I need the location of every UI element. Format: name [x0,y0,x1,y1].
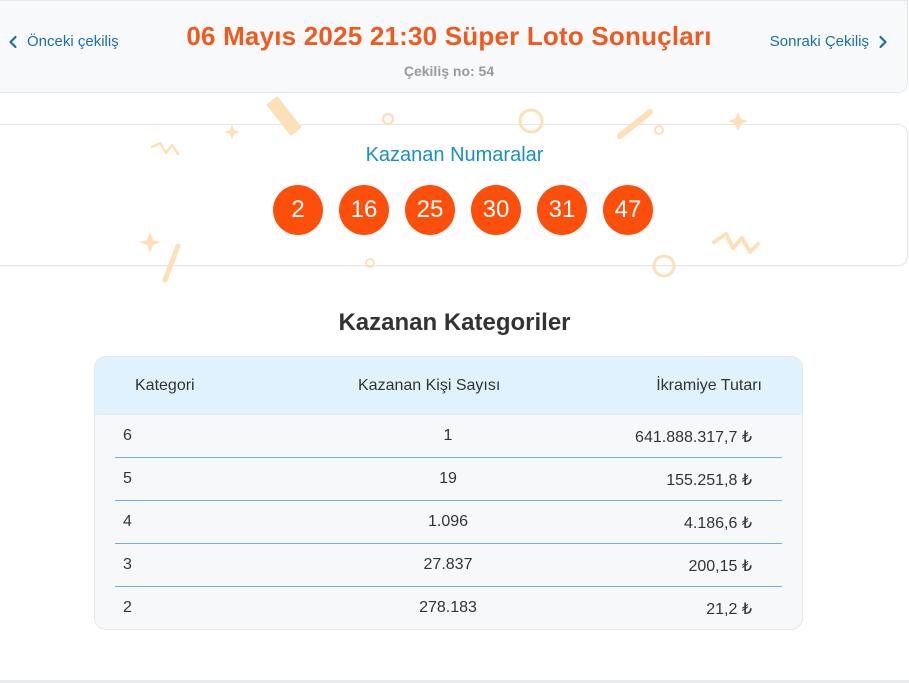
table-row: 6 1 641.888.317,7 ₺ [115,415,782,458]
draw-header: Önceki çekiliş 06 Mayıs 2025 21:30 Süper… [0,0,908,93]
winners-cell: 278.183 [419,599,477,616]
next-draw-label: Sonraki Çekiliş [769,33,869,50]
prize-cell: 21,2 ₺ [706,601,752,618]
column-header-winners: Kazanan Kişi Sayısı [358,377,501,394]
winners-cell: 1.096 [427,513,469,530]
page-title: 06 Mayıs 2025 21:30 Süper Loto Sonuçları [186,21,712,51]
winning-number-ball: 25 [405,185,455,235]
table-row: 5 19 155.251,8 ₺ [115,458,782,501]
table-row: 4 1.096 4.186,6 ₺ [115,501,782,544]
category-cell: 5 [123,470,132,487]
winners-cell: 27.837 [423,556,473,573]
category-cell: 6 [123,427,132,444]
category-cell: 4 [123,513,132,530]
winners-cell: 1 [443,427,453,444]
winning-number-ball: 2 [273,185,323,235]
table-header: Kategori Kazanan Kişi Sayısı İkramiye Tu… [95,357,802,415]
winning-number-ball: 47 [603,185,653,235]
chevron-right-icon [879,35,887,48]
table-row: 2 278.183 21,2 ₺ [115,587,782,629]
categories-title: Kazanan Kategoriler [338,309,571,336]
category-cell: 2 [123,599,132,616]
column-header-category: Kategori [135,377,195,394]
category-cell: 3 [123,556,132,573]
winning-number-ball: 31 [537,185,587,235]
prize-cell: 641.888.317,7 ₺ [635,429,752,446]
draw-number: Çekiliş no: 54 [403,63,495,79]
winning-numbers-title: Kazanan Numaralar [365,144,544,166]
previous-draw-label: Önceki çekiliş [27,33,119,50]
previous-draw-link[interactable]: Önceki çekiliş [5,33,119,50]
bottom-divider [0,680,909,683]
winners-cell: 19 [439,470,457,487]
winning-numbers-list: 2 16 25 30 31 47 [273,185,653,235]
chevron-left-icon [9,35,17,48]
prize-cell: 155.251,8 ₺ [666,472,752,489]
winning-number-ball: 16 [339,185,389,235]
categories-table: Kategori Kazanan Kişi Sayısı İkramiye Tu… [94,356,803,630]
prize-cell: 200,15 ₺ [688,558,752,575]
winning-number-ball: 30 [471,185,521,235]
table-row: 3 27.837 200,15 ₺ [115,544,782,587]
column-header-prize: İkramiye Tutarı [656,377,762,394]
next-draw-link[interactable]: Sonraki Çekiliş [770,33,891,50]
prize-cell: 4.186,6 ₺ [683,515,752,532]
